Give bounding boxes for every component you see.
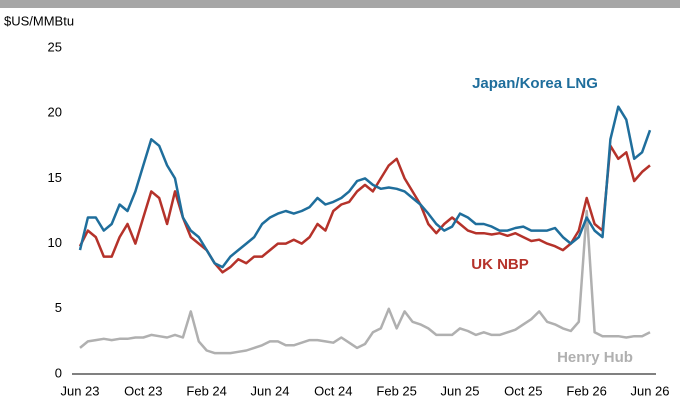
x-tick-label: Jun 23 <box>60 383 99 398</box>
x-tick-label: Oct 24 <box>314 383 352 398</box>
x-tick-label: Feb 25 <box>376 383 416 398</box>
series-line <box>78 144 651 274</box>
y-tick-label: 25 <box>48 39 62 54</box>
series-line <box>78 105 652 269</box>
series-line <box>79 209 651 355</box>
x-tick-label: Oct 23 <box>124 383 162 398</box>
x-tick-label: Jun 25 <box>440 383 479 398</box>
y-tick-label: 5 <box>55 300 62 315</box>
x-tick-label: Feb 24 <box>186 383 226 398</box>
x-tick-label: Jun 24 <box>250 383 289 398</box>
series-label: UK NBP <box>471 256 529 273</box>
top-bar <box>0 0 680 8</box>
x-tick-label: Feb 26 <box>566 383 606 398</box>
x-tick-label: Jun 26 <box>630 383 669 398</box>
series-label: Henry Hub <box>557 349 633 366</box>
y-tick-label: 20 <box>48 105 62 120</box>
x-tick-label: Oct 25 <box>504 383 542 398</box>
y-axis-title: $US/MMBtu <box>4 13 74 28</box>
y-tick-label: 15 <box>48 170 62 185</box>
series-label: Japan/Korea LNG <box>472 75 598 92</box>
y-tick-label: 10 <box>48 235 62 250</box>
y-tick-label: 0 <box>55 365 62 380</box>
